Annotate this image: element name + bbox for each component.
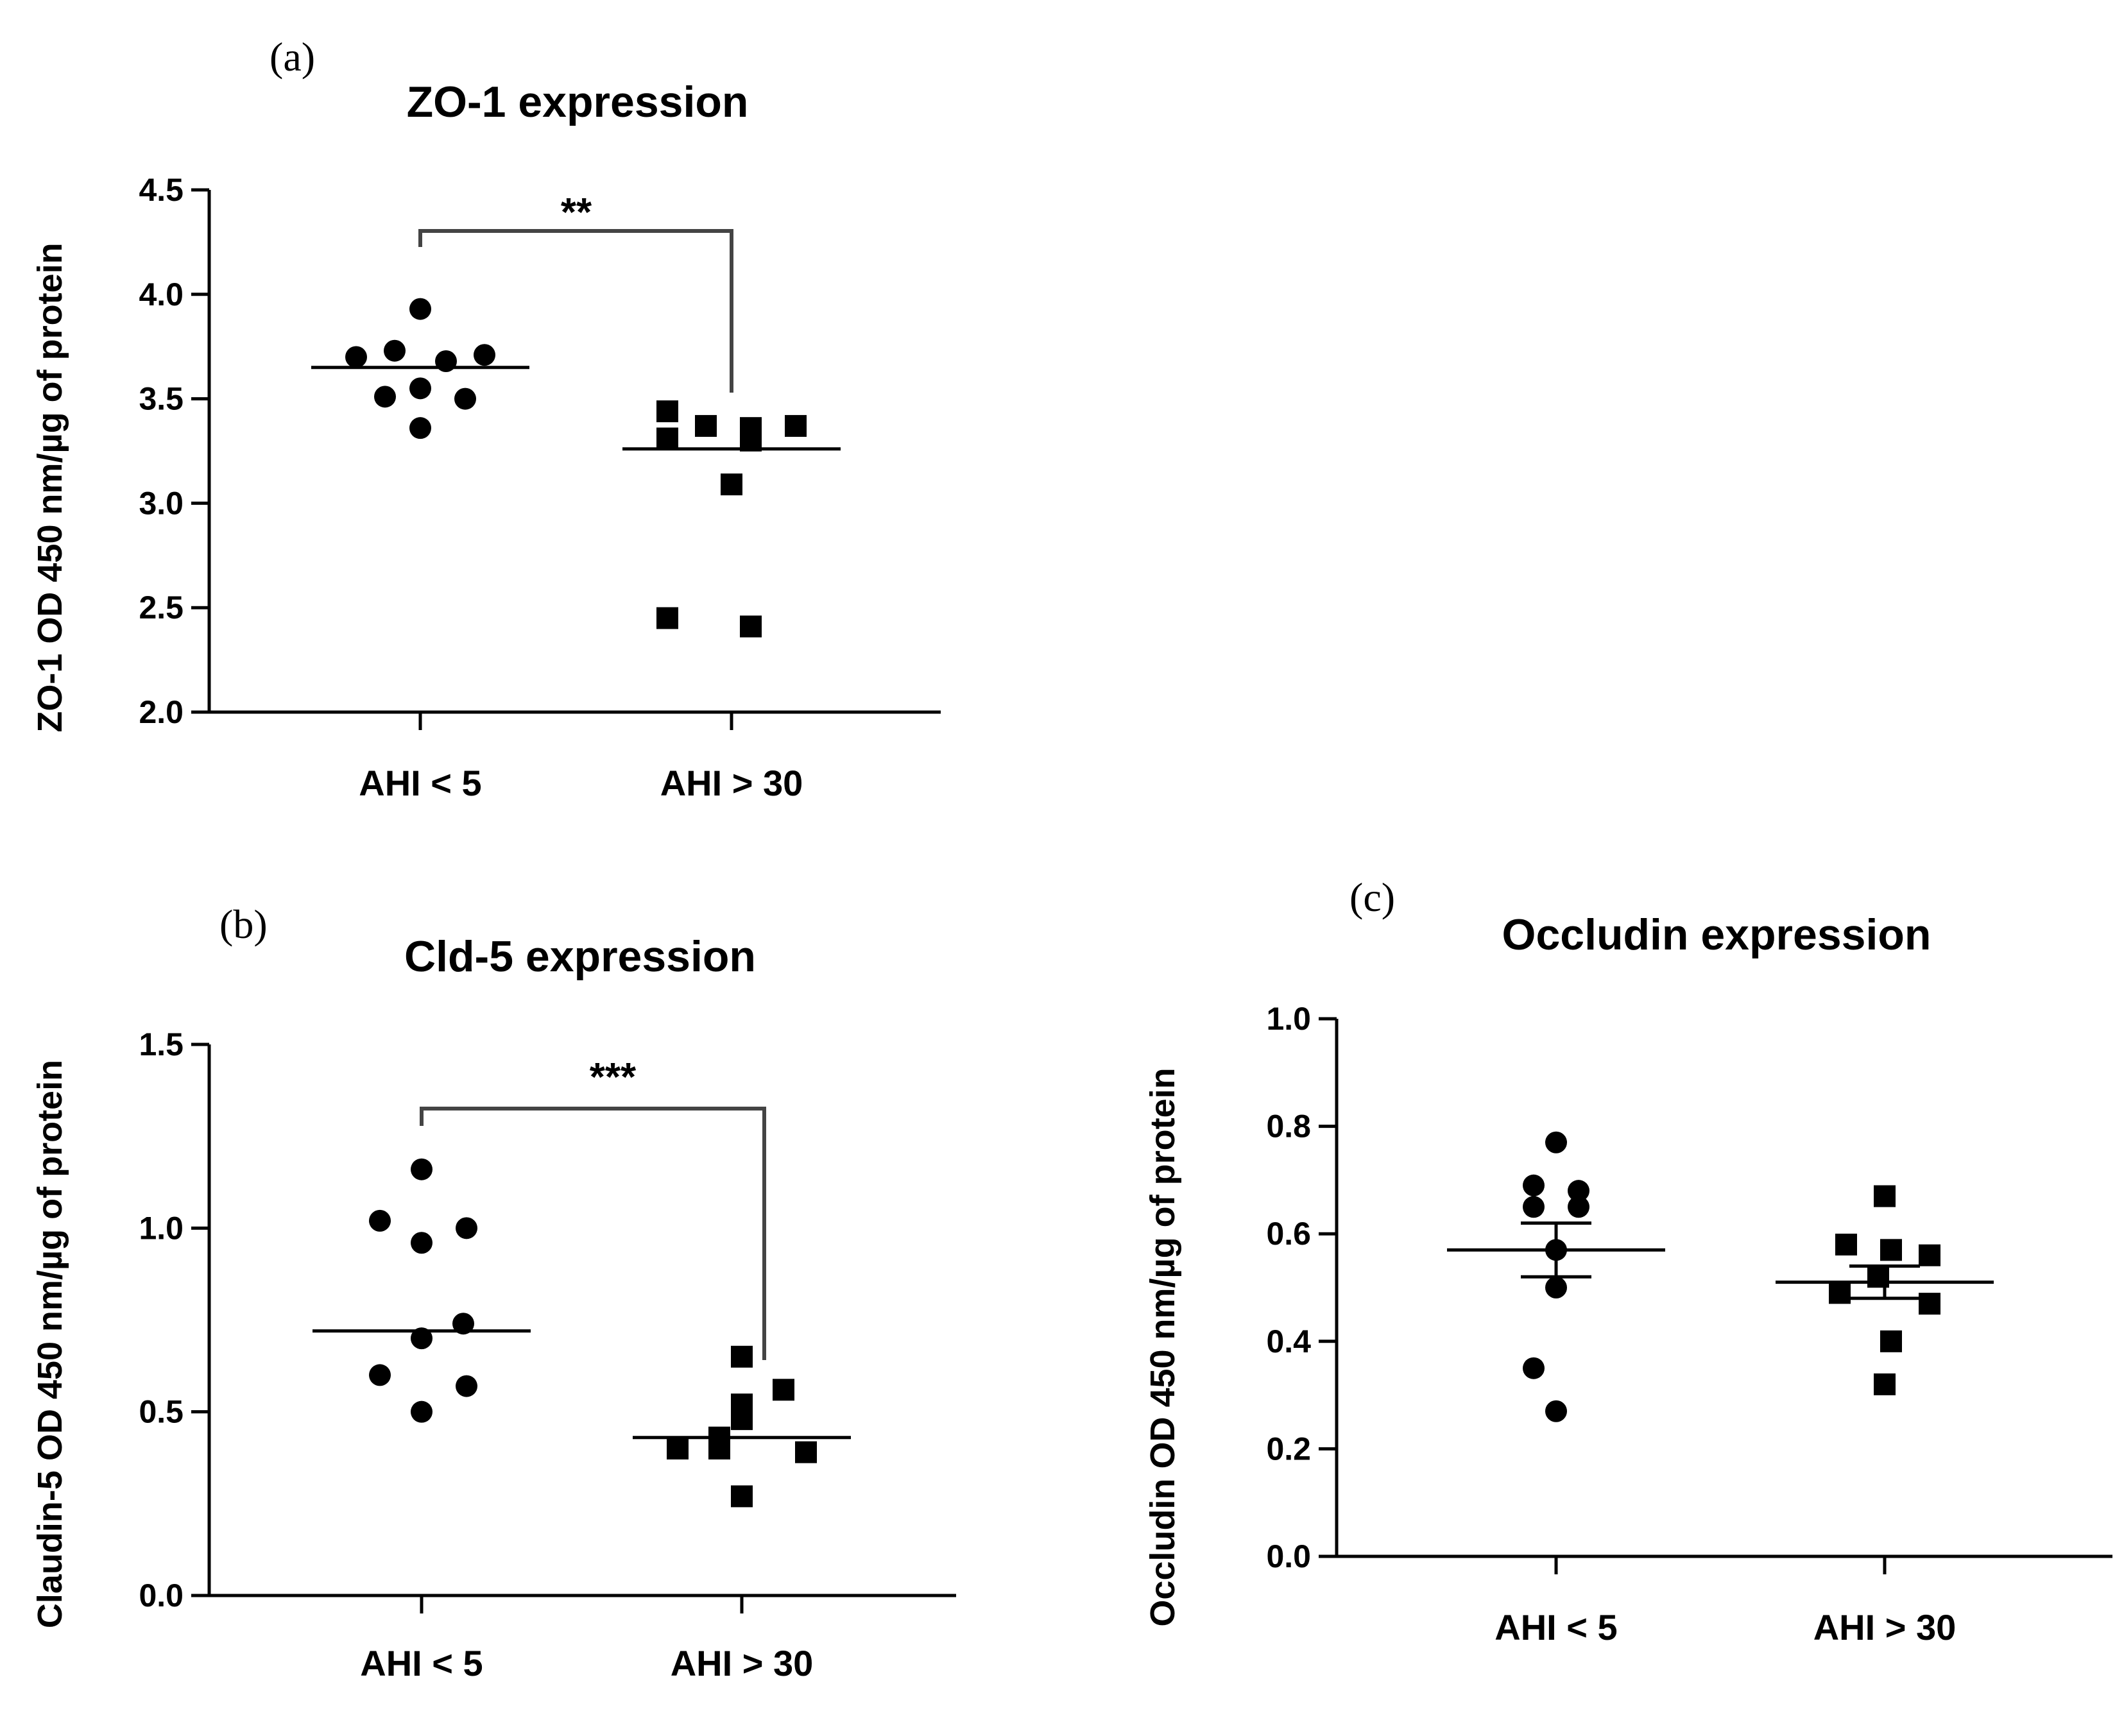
data-point-circle: [1545, 1400, 1567, 1422]
x-category-label: AHI > 30: [660, 763, 803, 803]
data-point-square: [731, 1485, 753, 1508]
data-point-circle: [374, 386, 396, 408]
data-point-square: [785, 414, 807, 437]
x-category-label: AHI < 5: [1495, 1607, 1617, 1647]
data-point-square: [1829, 1282, 1851, 1304]
data-point-square: [1835, 1233, 1857, 1255]
data-point-circle: [474, 344, 495, 366]
data-point-circle: [409, 298, 431, 320]
data-point-circle: [452, 1313, 474, 1335]
y-tick-label: 0.6: [1266, 1216, 1311, 1252]
x-category-label: AHI < 5: [359, 763, 481, 803]
data-point-square: [731, 1408, 753, 1431]
panel-b-plot-area: 0.0 0.5 1.0 1.5 AHI < 5 AHI > 30 ***: [139, 1026, 956, 1683]
data-point-circle: [456, 1217, 477, 1239]
panel-c: (c) Occludin expression Occludin OD 450 …: [1143, 874, 2112, 1647]
data-point-square: [740, 615, 762, 638]
panel-a-title: ZO-1 expression: [407, 78, 749, 126]
y-tick-label: 3.0: [139, 485, 184, 521]
data-point-square: [708, 1437, 730, 1459]
significance-stars: **: [561, 191, 592, 235]
panel-c-label: (c): [1349, 874, 1395, 920]
data-point-circle: [369, 1209, 391, 1232]
significance-bracket: [418, 229, 733, 393]
panel-b-label: (b): [219, 901, 268, 947]
data-point-square: [656, 607, 678, 629]
data-point-circle: [1568, 1180, 1589, 1202]
panel-b-y-axis-title: Claudin-5 OD 450 nm/µg of protein: [31, 1060, 69, 1628]
data-point-square: [773, 1379, 794, 1401]
x-category-label: AHI < 5: [360, 1643, 483, 1683]
y-tick-label: 0.2: [1266, 1431, 1311, 1467]
y-tick-label: 0.0: [1266, 1538, 1311, 1574]
data-point-square: [656, 400, 678, 423]
y-tick-label: 0.0: [139, 1578, 184, 1613]
data-point-circle: [1545, 1277, 1567, 1298]
y-tick-label: 0.5: [139, 1394, 184, 1430]
data-point-circle: [1523, 1357, 1545, 1379]
panel-c-title: Occludin expression: [1502, 910, 1931, 959]
data-point-circle: [409, 377, 431, 400]
y-tick-label: 4.0: [139, 277, 184, 312]
panel-b: (b) Cld-5 expression Claudin-5 OD 450 nm…: [31, 901, 956, 1683]
data-point-square: [1874, 1373, 1896, 1395]
y-tick-label: 1.0: [1266, 1001, 1311, 1037]
y-tick-label: 0.4: [1266, 1323, 1311, 1359]
panel-b-title: Cld-5 expression: [404, 932, 756, 981]
data-point-square: [667, 1437, 689, 1459]
y-tick-label: 3.5: [139, 381, 184, 417]
data-point-circle: [1568, 1196, 1589, 1218]
significance-stars: ***: [590, 1055, 637, 1100]
data-point-circle: [411, 1400, 433, 1423]
x-category-label: AHI > 30: [1813, 1607, 1957, 1647]
data-point-square: [1880, 1330, 1902, 1352]
data-point-circle: [384, 339, 406, 362]
significance-bracket: [420, 1107, 766, 1360]
panel-a: (a) ZO-1 expression ZO-1 OD 450 nm/µg of…: [31, 34, 941, 803]
data-point-circle: [1545, 1131, 1567, 1153]
y-tick-label: 1.5: [139, 1026, 184, 1062]
data-point-square: [731, 1345, 753, 1368]
data-point-circle: [411, 1327, 433, 1350]
data-point-square: [1919, 1244, 1940, 1266]
data-point-circle: [345, 346, 367, 368]
data-point-square: [721, 473, 742, 496]
data-point-square: [795, 1441, 817, 1463]
data-point-circle: [409, 417, 431, 439]
data-point-circle: [411, 1232, 433, 1254]
data-point-circle: [1523, 1196, 1545, 1218]
y-tick-label: 0.8: [1266, 1109, 1311, 1145]
data-point-circle: [454, 387, 476, 410]
data-point-circle: [1523, 1174, 1545, 1196]
y-tick-label: 2.0: [139, 694, 184, 730]
data-point-square: [1919, 1293, 1940, 1315]
data-point-square: [656, 427, 678, 450]
panel-a-label: (a): [270, 34, 315, 80]
panel-a-y-axis-title: ZO-1 OD 450 nm/µg of protein: [31, 243, 69, 732]
data-point-circle: [456, 1375, 477, 1397]
data-point-square: [1874, 1185, 1896, 1207]
data-point-circle: [411, 1158, 433, 1180]
data-point-square: [1880, 1239, 1902, 1261]
data-point-circle: [369, 1364, 391, 1386]
panel-c-y-axis-title: Occludin OD 450 nm/µg of protein: [1143, 1068, 1182, 1626]
y-tick-label: 2.5: [139, 590, 184, 625]
y-tick-label: 4.5: [139, 172, 184, 208]
x-category-label: AHI > 30: [671, 1643, 814, 1683]
data-point-square: [695, 414, 717, 437]
y-tick-label: 1.0: [139, 1210, 184, 1246]
panel-a-plot-area: 2.0 2.5 3.0 3.5 4.0 4.5 AHI < 5 AHI > 30 **: [139, 172, 941, 803]
panel-c-plot-area: 0.0 0.2 0.4 0.6 0.8 1.0 AHI < 5 AHI > 30: [1266, 1001, 2112, 1647]
